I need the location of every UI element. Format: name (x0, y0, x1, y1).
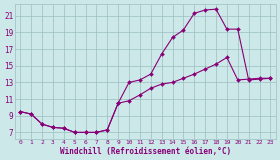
X-axis label: Windchill (Refroidissement éolien,°C): Windchill (Refroidissement éolien,°C) (60, 147, 231, 156)
